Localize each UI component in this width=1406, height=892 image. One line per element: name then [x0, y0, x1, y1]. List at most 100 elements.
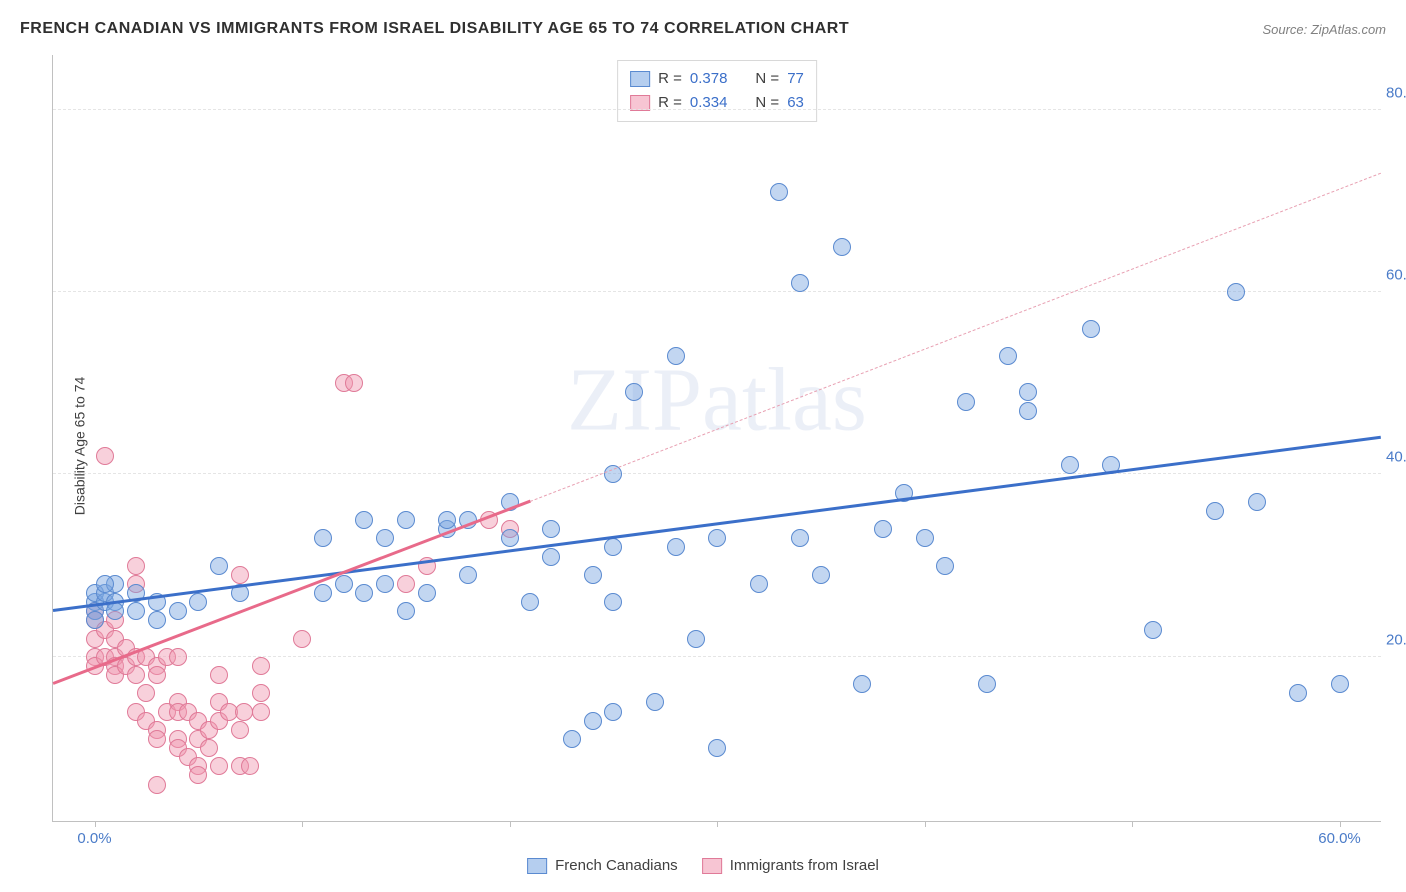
watermark-text: ZIPatlas	[567, 348, 867, 451]
scatter-point-blue	[397, 511, 415, 529]
n-value-blue: 77	[787, 67, 804, 91]
scatter-point-blue	[335, 575, 353, 593]
scatter-point-pink	[235, 703, 253, 721]
chart-title: FRENCH CANADIAN VS IMMIGRANTS FROM ISRAE…	[20, 20, 849, 38]
scatter-point-blue	[687, 630, 705, 648]
legend-item-pink: Immigrants from Israel	[702, 857, 879, 874]
xtick-label: 60.0%	[1318, 830, 1361, 847]
n-value-pink: 63	[787, 91, 804, 115]
xtick-label: 0.0%	[77, 830, 111, 847]
scatter-point-blue	[418, 584, 436, 602]
scatter-point-pink	[231, 721, 249, 739]
stats-row-pink: R = 0.334 N = 63	[630, 91, 804, 115]
scatter-point-blue	[376, 529, 394, 547]
scatter-point-blue	[542, 520, 560, 538]
scatter-point-blue	[459, 566, 477, 584]
scatter-point-pink	[96, 447, 114, 465]
scatter-point-blue	[148, 611, 166, 629]
scatter-point-pink	[200, 739, 218, 757]
scatter-point-blue	[957, 393, 975, 411]
scatter-point-blue	[355, 511, 373, 529]
swatch-blue-icon	[630, 71, 650, 87]
scatter-point-blue	[791, 274, 809, 292]
scatter-point-blue	[1227, 283, 1245, 301]
scatter-point-blue	[1248, 493, 1266, 511]
n-label: N =	[755, 67, 779, 91]
scatter-point-pink	[148, 666, 166, 684]
source-label: Source: ZipAtlas.com	[1262, 22, 1386, 37]
gridline-h	[53, 656, 1381, 657]
scatter-point-blue	[667, 347, 685, 365]
scatter-point-blue	[812, 566, 830, 584]
scatter-point-blue	[189, 593, 207, 611]
scatter-point-blue	[563, 730, 581, 748]
xtick	[510, 821, 511, 827]
scatter-point-pink	[127, 557, 145, 575]
legend-label-blue: French Canadians	[555, 857, 678, 874]
n-label: N =	[755, 91, 779, 115]
scatter-point-blue	[376, 575, 394, 593]
scatter-point-blue	[1144, 621, 1162, 639]
trend-line-trend-blue	[53, 436, 1381, 612]
scatter-point-blue	[397, 602, 415, 620]
scatter-point-pink	[252, 703, 270, 721]
scatter-point-pink	[148, 776, 166, 794]
scatter-point-blue	[625, 383, 643, 401]
ytick-label: 40.0%	[1386, 449, 1406, 466]
r-label: R =	[658, 91, 682, 115]
scatter-point-blue	[833, 238, 851, 256]
scatter-point-pink	[293, 630, 311, 648]
scatter-point-blue	[1082, 320, 1100, 338]
scatter-point-blue	[584, 712, 602, 730]
legend-item-blue: French Canadians	[527, 857, 678, 874]
scatter-point-blue	[770, 183, 788, 201]
scatter-point-blue	[1289, 684, 1307, 702]
scatter-point-blue	[667, 538, 685, 556]
scatter-point-pink	[127, 666, 145, 684]
scatter-point-blue	[708, 739, 726, 757]
xtick	[925, 821, 926, 827]
scatter-point-pink	[252, 657, 270, 675]
scatter-point-blue	[127, 602, 145, 620]
r-value-blue: 0.378	[690, 67, 728, 91]
scatter-point-blue	[1331, 675, 1349, 693]
swatch-blue-icon	[527, 858, 547, 874]
scatter-point-blue	[999, 347, 1017, 365]
scatter-point-blue	[1019, 402, 1037, 420]
ytick-label: 20.0%	[1386, 631, 1406, 648]
scatter-point-blue	[169, 602, 187, 620]
scatter-point-blue	[584, 566, 602, 584]
header: FRENCH CANADIAN VS IMMIGRANTS FROM ISRAE…	[20, 20, 1386, 38]
scatter-point-blue	[96, 575, 114, 593]
xtick	[717, 821, 718, 827]
scatter-point-blue	[210, 557, 228, 575]
r-value-pink: 0.334	[690, 91, 728, 115]
scatter-point-pink	[252, 684, 270, 702]
scatter-point-blue	[438, 511, 456, 529]
scatter-point-pink	[397, 575, 415, 593]
scatter-point-blue	[1206, 502, 1224, 520]
scatter-point-blue	[978, 675, 996, 693]
gridline-h	[53, 109, 1381, 110]
gridline-h	[53, 291, 1381, 292]
scatter-point-blue	[604, 538, 622, 556]
ytick-label: 60.0%	[1386, 267, 1406, 284]
scatter-point-blue	[355, 584, 373, 602]
scatter-point-blue	[1061, 456, 1079, 474]
scatter-point-blue	[542, 548, 560, 566]
scatter-point-blue	[936, 557, 954, 575]
scatter-point-pink	[345, 374, 363, 392]
scatter-point-pink	[148, 730, 166, 748]
scatter-point-blue	[853, 675, 871, 693]
swatch-pink-icon	[702, 858, 722, 874]
scatter-point-blue	[86, 611, 104, 629]
xtick	[95, 821, 96, 827]
scatter-point-pink	[137, 684, 155, 702]
scatter-point-blue	[791, 529, 809, 547]
scatter-point-pink	[231, 566, 249, 584]
stats-legend-box: R = 0.378 N = 77 R = 0.334 N = 63	[617, 60, 817, 122]
scatter-point-pink	[169, 648, 187, 666]
scatter-point-blue	[708, 529, 726, 547]
legend-label-pink: Immigrants from Israel	[730, 857, 879, 874]
ytick-label: 80.0%	[1386, 84, 1406, 101]
